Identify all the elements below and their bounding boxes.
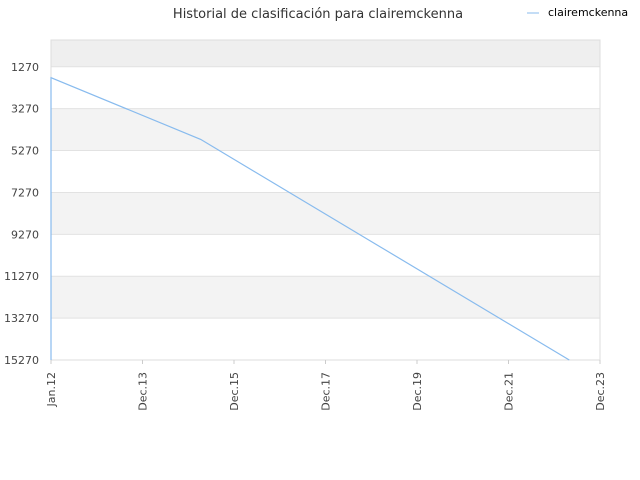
- y-tick-label: 1270: [11, 61, 39, 74]
- series-line-clairemckenna: [50, 76, 570, 361]
- plot-band: [51, 40, 600, 67]
- legend-label-clairemckenna: clairemckenna: [548, 6, 628, 19]
- gridlines: [50, 39, 601, 361]
- plot-band: [51, 234, 600, 277]
- x-axis-ticks: Jan.12 Dec.13 Dec.15 Dec.17 Dec.19 Dec.21 Dec.…: [45, 360, 607, 411]
- plot-band: [51, 276, 600, 319]
- chart-title: Historial de clasificación para clairemc…: [173, 7, 463, 22]
- x-tick-label: Dec.15: [228, 372, 241, 411]
- x-tick-label: Dec.17: [320, 372, 333, 411]
- y-tick-label: 9270: [11, 228, 39, 241]
- x-tick-label: Jan.12: [45, 372, 58, 407]
- y-axis-ticks: 1270 3270 5270 7270 9270 11270 13270 15270: [4, 61, 39, 367]
- y-tick-label: 11270: [4, 270, 39, 283]
- plot-background-bands: [51, 40, 600, 360]
- plot-band: [51, 192, 600, 235]
- plot-band: [51, 108, 600, 151]
- x-tick-label: Dec.13: [137, 372, 150, 411]
- x-tick-label: Dec.19: [411, 372, 424, 411]
- x-tick-label: Dec.23: [594, 372, 607, 411]
- y-tick-label: 3270: [11, 103, 39, 116]
- series-group: [50, 76, 570, 361]
- plot-band: [51, 318, 600, 360]
- y-tick-label: 15270: [4, 354, 39, 367]
- y-tick-label: 7270: [11, 186, 39, 199]
- y-tick-label: 13270: [4, 312, 39, 325]
- y-tick-label: 5270: [11, 145, 39, 158]
- plot-band: [51, 66, 600, 109]
- legend: clairemckenna: [527, 6, 628, 19]
- x-tick-label: Dec.21: [503, 372, 516, 411]
- plot-band: [51, 150, 600, 193]
